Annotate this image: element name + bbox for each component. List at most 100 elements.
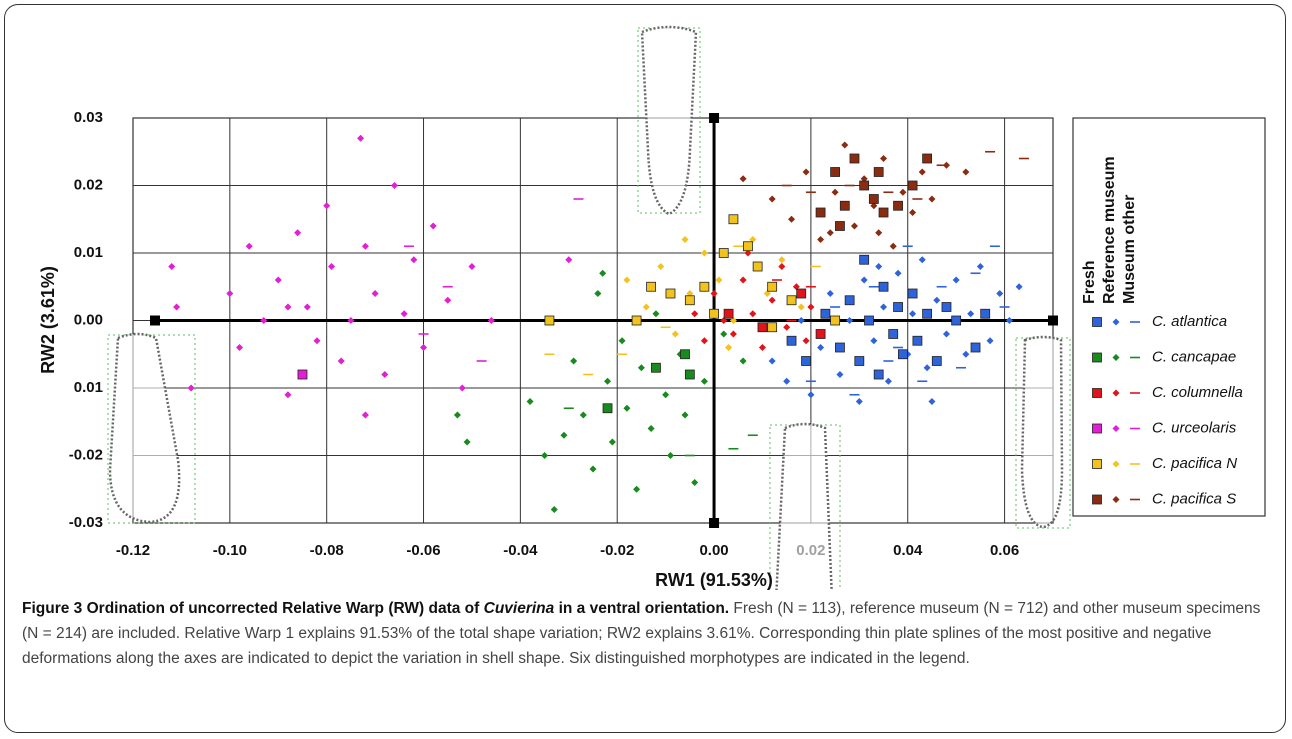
fresh-point xyxy=(723,308,734,319)
plot: -0.12 -0.10 -0.08 -0.06 -0.04 -0.02 0.00 0.02 0.… xyxy=(69,109,1054,559)
fresh-point xyxy=(680,349,690,360)
fresh-point xyxy=(835,221,845,231)
legend-swatch xyxy=(1092,388,1102,398)
reference-point xyxy=(875,263,883,270)
reference-point xyxy=(550,506,558,513)
reference-point xyxy=(681,236,689,243)
caption-title-genus: Cuvierina xyxy=(483,600,555,617)
y-tick-label: 0.01 xyxy=(74,244,103,261)
reference-point xyxy=(337,357,345,365)
fresh-point xyxy=(743,241,753,252)
legend-box xyxy=(1072,117,1266,517)
reference-point xyxy=(788,215,796,223)
reference-point xyxy=(768,195,776,203)
x-tick-label: 0.06 xyxy=(990,542,1019,559)
fresh-point xyxy=(757,322,768,333)
reference-point xyxy=(560,431,568,439)
reference-point xyxy=(453,411,461,419)
fresh-point xyxy=(878,207,889,218)
reference-point xyxy=(778,263,786,270)
y-axis-label: RW2 (3.61%) xyxy=(38,266,58,374)
fresh-point xyxy=(912,335,923,346)
reference-point xyxy=(526,398,534,405)
axis-end-marker xyxy=(709,113,720,123)
reference-point xyxy=(928,398,936,405)
reference-point xyxy=(749,310,757,318)
reference-point xyxy=(589,465,597,473)
shape-bottom xyxy=(769,422,841,590)
fresh-point xyxy=(830,167,841,177)
reference-point xyxy=(967,310,975,318)
reference-point xyxy=(245,242,253,250)
reference-point xyxy=(381,371,389,378)
fresh-point xyxy=(786,295,797,306)
reference-point xyxy=(875,229,883,237)
caption-title-start: Ordination of uncorrected Relative Warp … xyxy=(86,600,480,617)
legend-swatch xyxy=(1092,317,1102,327)
reference-point xyxy=(642,303,650,311)
reference-point xyxy=(410,256,418,264)
y-tick-label: -0.03 xyxy=(69,514,103,531)
reference-point xyxy=(933,296,941,304)
reference-point xyxy=(729,317,737,324)
reference-point xyxy=(729,330,737,338)
fresh-point xyxy=(752,261,763,272)
fresh-point xyxy=(709,308,719,319)
reference-point xyxy=(173,303,181,311)
reference-point xyxy=(599,269,607,277)
reference-point xyxy=(763,290,771,297)
reference-point xyxy=(604,377,612,385)
x-axis-label: RW1 (91.53%) xyxy=(655,570,773,590)
fresh-point xyxy=(859,254,870,265)
fresh-point xyxy=(830,315,841,326)
legend-swatch xyxy=(1112,460,1120,468)
reference-point xyxy=(817,236,825,243)
fresh-point xyxy=(970,342,981,353)
reference-point xyxy=(715,276,723,284)
fresh-point xyxy=(665,288,676,299)
legend-swatch xyxy=(1112,425,1120,432)
reference-point xyxy=(962,350,970,358)
shape-left xyxy=(107,332,196,524)
reference-point xyxy=(429,222,437,230)
y-tick-label: 0.03 xyxy=(74,109,103,126)
reference-point xyxy=(889,242,897,250)
reference-point xyxy=(836,371,844,378)
fresh-point xyxy=(951,315,962,326)
reference-point xyxy=(918,256,926,264)
legend-label: C. cancapae xyxy=(1152,348,1236,365)
reference-point xyxy=(691,310,699,318)
x-tick-label: -0.08 xyxy=(310,542,344,559)
legend-label: C. urceolaris xyxy=(1152,419,1237,436)
caption: Figure 3 Ordination of uncorrected Relat… xyxy=(22,596,1272,671)
fresh-point xyxy=(868,194,879,204)
legend-label: C. columnella xyxy=(1152,384,1243,401)
reference-point xyxy=(797,303,805,311)
reference-point xyxy=(899,188,907,196)
legend-swatch xyxy=(1092,352,1102,363)
fresh-point xyxy=(980,308,991,319)
y-tick-label: 0.00 xyxy=(74,311,103,328)
legend-swatch xyxy=(1112,496,1120,503)
reference-point xyxy=(850,222,858,230)
legend-swatch xyxy=(1112,318,1120,326)
reference-point xyxy=(236,344,244,351)
reference-point xyxy=(758,344,766,351)
fresh-point xyxy=(684,295,695,306)
reference-point xyxy=(783,377,791,385)
fresh-point xyxy=(931,356,942,366)
reference-point xyxy=(294,229,302,237)
reference-point xyxy=(274,276,282,284)
legend-swatch xyxy=(1092,459,1102,469)
reference-point xyxy=(846,317,854,324)
reference-point xyxy=(168,263,176,270)
fresh-point xyxy=(767,281,778,292)
axis-end-marker xyxy=(1048,315,1058,326)
fresh-point xyxy=(728,214,739,225)
reference-point xyxy=(928,195,936,203)
reference-point xyxy=(802,168,810,176)
reference-point xyxy=(860,276,868,284)
fresh-point xyxy=(786,335,797,346)
reference-point xyxy=(565,256,573,264)
caption-text: Fresh (N = 113), reference museum (N = 7… xyxy=(22,600,1261,667)
